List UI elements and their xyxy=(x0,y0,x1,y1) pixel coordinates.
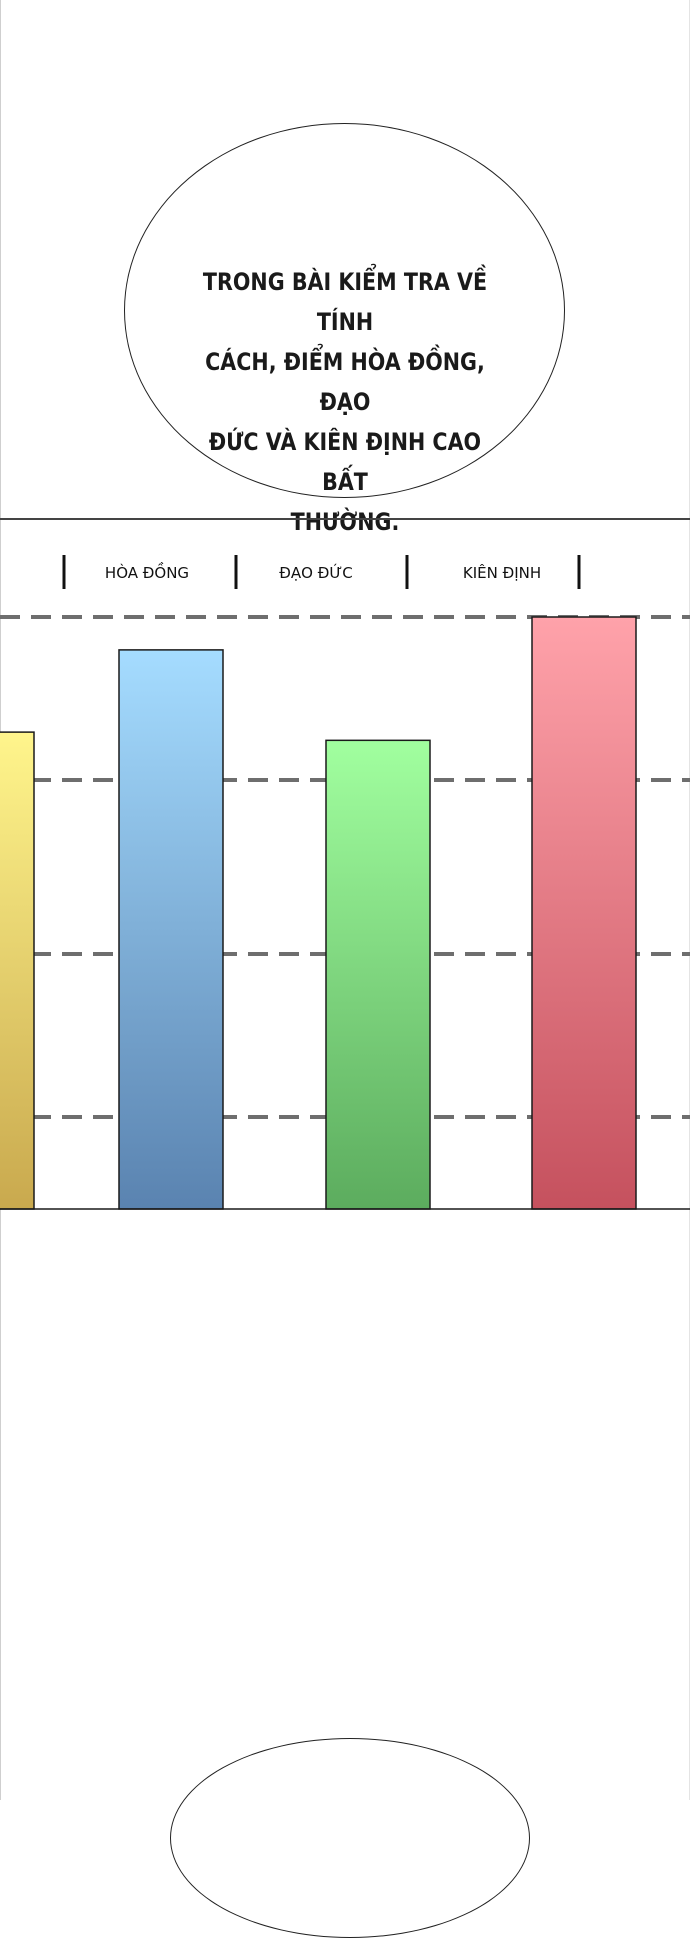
score-bar-chart: HÒA ĐỒNG ĐẠO ĐỨC KIÊN ĐỊNH xyxy=(0,555,690,1210)
bar-3 xyxy=(325,739,431,1210)
label-layer: HÒA ĐỒNG ĐẠO ĐỨC KIÊN ĐỊNH xyxy=(62,555,581,589)
bar-2 xyxy=(118,649,224,1210)
bar-layer xyxy=(0,616,690,1210)
speech-line-2: CÁCH, ĐIỂM HÒA ĐỒNG, ĐẠO xyxy=(205,348,485,416)
bar-4 xyxy=(531,616,637,1210)
speech-bubble-partial xyxy=(170,1738,530,1938)
speech-line-4: THƯỜNG. xyxy=(290,508,400,536)
category-label-2: HÒA ĐỒNG xyxy=(105,561,189,582)
header-tick-4 xyxy=(577,555,581,589)
speech-bubble xyxy=(124,123,565,498)
category-label-3: ĐẠO ĐỨC xyxy=(279,563,352,582)
bar-1 xyxy=(0,731,35,1210)
header-tick-2 xyxy=(234,555,238,589)
speech-line-1: TRONG BÀI KIỂM TRA VỀ TÍNH xyxy=(202,268,488,336)
panel-divider xyxy=(0,518,690,520)
speech-line-3: ĐỨC VÀ KIÊN ĐỊNH CAO BẤT xyxy=(208,428,482,496)
category-label-4: KIÊN ĐỊNH xyxy=(463,563,541,582)
header-tick-1 xyxy=(62,555,66,589)
header-tick-3 xyxy=(405,555,409,589)
speech-bubble-text: TRONG BÀI KIỂM TRA VỀ TÍNH CÁCH, ĐIỂM HÒ… xyxy=(189,262,500,542)
